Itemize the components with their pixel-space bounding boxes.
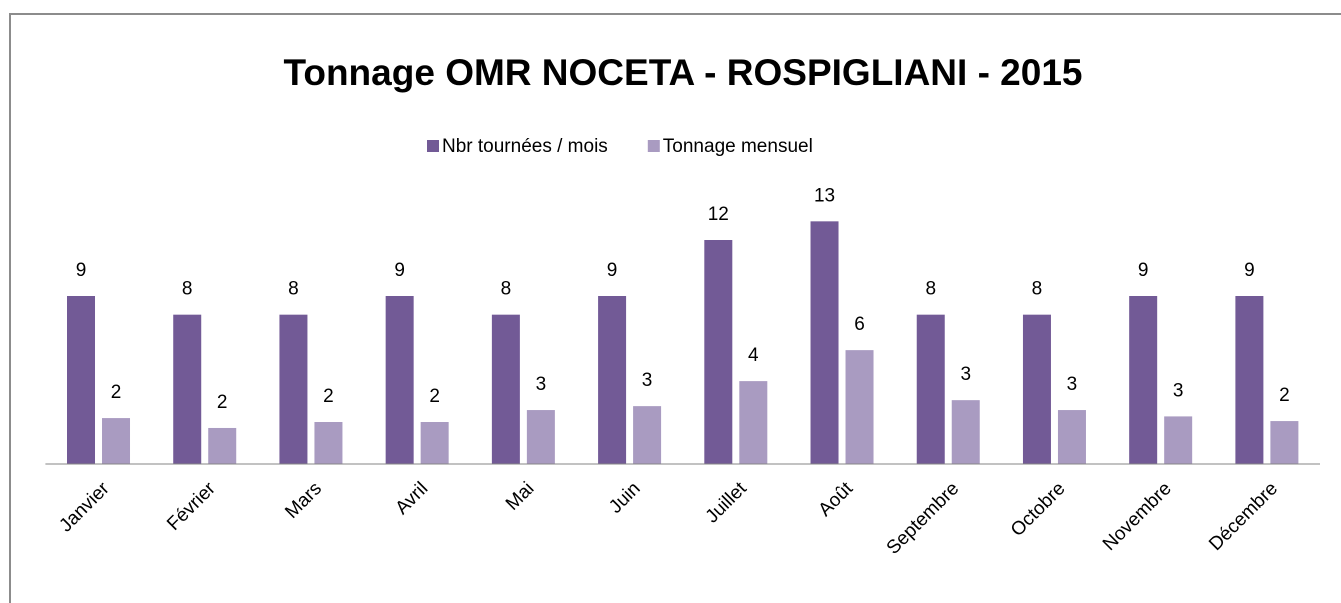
bar — [420, 422, 449, 464]
data-label: 9 — [607, 260, 618, 281]
bar — [173, 314, 202, 464]
legend-swatch — [427, 140, 439, 152]
bar — [67, 296, 96, 464]
data-label: 3 — [1067, 374, 1078, 395]
bar — [385, 296, 414, 464]
bar — [916, 314, 945, 464]
data-label: 2 — [429, 386, 440, 407]
data-label: 8 — [925, 279, 936, 300]
bar — [526, 410, 555, 464]
bar — [598, 296, 627, 464]
bar — [1129, 296, 1158, 464]
bar — [491, 314, 520, 464]
chart-title: Tonnage OMR NOCETA - ROSPIGLIANI - 2015 — [284, 52, 1083, 93]
chart-frame — [9, 13, 1341, 603]
bar — [1270, 421, 1299, 464]
bar — [1235, 296, 1264, 464]
data-label: 2 — [323, 386, 334, 407]
bar — [1164, 416, 1193, 464]
data-label: 12 — [708, 204, 729, 225]
legend-label: Nbr tournées / mois — [442, 136, 608, 157]
bar — [633, 406, 662, 464]
data-label: 9 — [1138, 260, 1149, 281]
data-label: 6 — [854, 314, 865, 335]
data-label: 3 — [642, 370, 653, 391]
data-label: 9 — [394, 260, 405, 281]
data-label: 3 — [960, 364, 971, 385]
data-label: 8 — [288, 279, 299, 300]
bar — [314, 422, 343, 464]
data-label: 8 — [1032, 279, 1043, 300]
data-label: 9 — [1244, 260, 1255, 281]
bar — [1022, 314, 1051, 464]
legend-swatch — [647, 140, 660, 152]
legend: Nbr tournées / mois Tonnage mensuel — [427, 136, 813, 157]
data-label: 3 — [1173, 380, 1184, 401]
bar — [102, 418, 131, 464]
data-label: 8 — [182, 279, 193, 300]
data-label: 13 — [814, 185, 835, 206]
bar — [1057, 410, 1086, 464]
data-label: 4 — [748, 345, 759, 366]
data-label: 8 — [501, 279, 512, 300]
bar — [810, 221, 839, 464]
bar — [208, 427, 237, 464]
bar — [739, 381, 768, 464]
bar — [704, 240, 733, 464]
data-label: 9 — [76, 260, 87, 281]
data-label: 2 — [217, 392, 228, 413]
bar — [845, 350, 874, 464]
bar — [951, 400, 980, 464]
legend-label: Tonnage mensuel — [663, 136, 813, 157]
bar — [279, 314, 308, 464]
data-label: 3 — [536, 374, 547, 395]
data-label: 2 — [111, 382, 122, 403]
data-label: 2 — [1279, 385, 1290, 406]
